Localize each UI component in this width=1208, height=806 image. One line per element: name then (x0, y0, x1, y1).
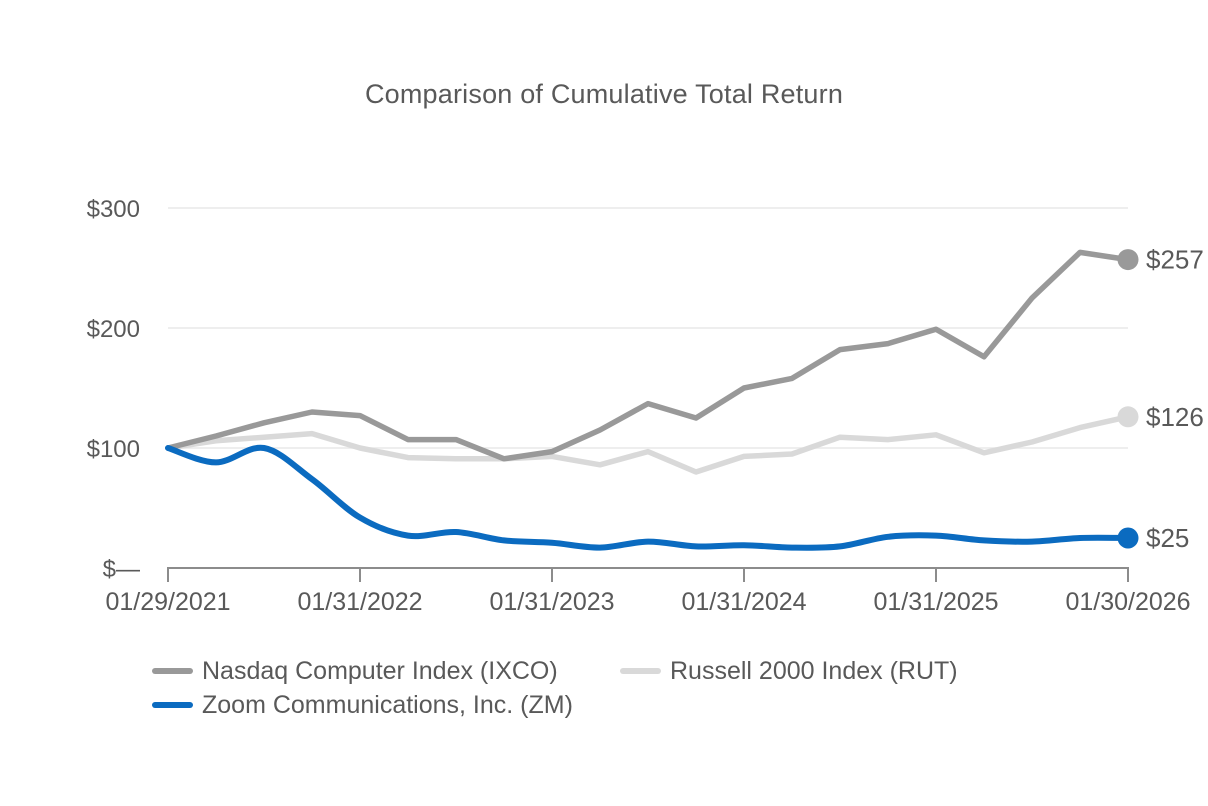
x-tick-label: 01/31/2022 (297, 588, 422, 616)
rut-end-label: $126 (1146, 402, 1204, 432)
legend-item-rut: Russell 2000 Index (RUT) (620, 656, 958, 686)
y-tick-label: $200 (87, 316, 140, 343)
legend-item-zm: Zoom Communications, Inc. (ZM) (152, 690, 573, 720)
x-tick-label: 01/30/2026 (1065, 588, 1190, 616)
x-tick-label: 01/29/2021 (105, 588, 230, 616)
rut-end-marker (1117, 406, 1139, 428)
ixco-line (165, 249, 1131, 462)
ixco-end-marker (1117, 249, 1139, 271)
zm-line (165, 444, 1131, 551)
zm-end-label: $25 (1146, 523, 1189, 553)
rut-line-swatch (620, 668, 661, 674)
rut-line (165, 414, 1131, 475)
chart-title: Comparison of Cumulative Total Return (364, 79, 844, 109)
y-tick-label: $— (103, 556, 140, 583)
zm-end-marker (1117, 527, 1139, 549)
y-tick-label: $100 (87, 436, 140, 463)
ixco-end-label: $257 (1146, 245, 1204, 275)
y-tick-label: $300 (87, 196, 140, 223)
legend-item-ixco: Nasdaq Computer Index (IXCO) (152, 656, 558, 686)
x-tick-label: 01/31/2023 (489, 588, 614, 616)
x-tick-label: 01/31/2024 (681, 588, 806, 616)
x-tick-label: 01/31/2025 (873, 588, 998, 616)
zm-line-swatch (152, 702, 193, 708)
legend-label-ixco: Nasdaq Computer Index (IXCO) (202, 656, 558, 685)
legend-label-rut: Russell 2000 Index (RUT) (670, 656, 958, 685)
legend-label-zm: Zoom Communications, Inc. (ZM) (202, 690, 573, 719)
ixco-line-swatch (152, 668, 193, 674)
